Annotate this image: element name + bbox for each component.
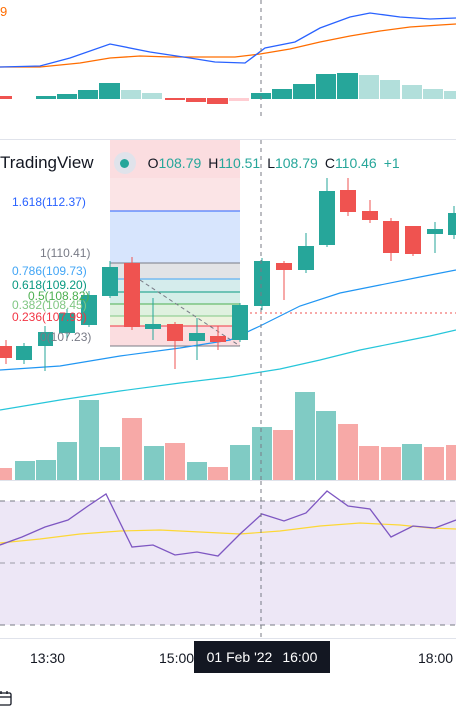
crosshair-time-label: 01 Feb '22 16:00 xyxy=(194,641,330,673)
time-axis[interactable] xyxy=(0,638,456,675)
price-chart xyxy=(0,140,456,480)
fib-level-label: 0.618(109.20) xyxy=(12,278,87,292)
rsi-plot xyxy=(0,481,456,637)
rsi-pane[interactable] xyxy=(0,481,456,637)
high-label: H xyxy=(208,155,219,171)
time-label: 13:30 xyxy=(30,650,66,666)
open-label: O xyxy=(147,155,159,171)
pane-separator[interactable] xyxy=(0,480,456,481)
fib-level-label: 0(107.23) xyxy=(40,330,92,344)
moving-average-line xyxy=(0,269,456,371)
indicator-signal-line xyxy=(0,23,456,68)
fibonacci-retracement[interactable] xyxy=(110,140,241,347)
top-indicator-plot xyxy=(0,0,456,118)
crosshair-date: 01 Feb '22 xyxy=(206,649,273,665)
fib-level-label: 0.382(108.45) xyxy=(12,298,87,312)
crosshair-time: 16:00 xyxy=(282,649,318,665)
calendar-icon[interactable] xyxy=(0,690,12,706)
volume-bars xyxy=(0,392,456,480)
low-label: L xyxy=(267,155,275,171)
symbol-legend: TradingView O 108.79 H 110.51 L 108.79 C… xyxy=(0,149,407,177)
fib-level-label: 1(110.41) xyxy=(40,246,91,260)
main-chart-pane[interactable]: TradingView O 108.79 H 110.51 L 108.79 C… xyxy=(0,140,456,480)
indicator-main-line xyxy=(0,12,456,68)
fib-level-label: 0.786(109.73) xyxy=(12,264,87,278)
high-value: 110.51 xyxy=(218,155,261,171)
market-status-icon[interactable] xyxy=(113,152,136,174)
rsi-line xyxy=(0,490,456,557)
moving-average-line-2 xyxy=(0,329,456,411)
fib-level-label: 0.5(108.82) xyxy=(28,289,90,303)
close-value: 110.46 xyxy=(334,155,377,171)
candlesticks xyxy=(0,178,456,371)
pane-separator[interactable] xyxy=(0,139,456,140)
top-indicator-pane[interactable]: 9 xyxy=(0,0,456,118)
close-label: C xyxy=(324,155,335,171)
time-label: 18:00 xyxy=(418,650,454,666)
brand-watermark: TradingView xyxy=(0,153,94,172)
time-label: 15:00 xyxy=(159,650,195,666)
indicator-histogram xyxy=(0,73,456,104)
fib-level-label: 1.618(112.37) xyxy=(12,195,86,209)
open-value: 108.79 xyxy=(158,155,202,171)
change-value: +1 xyxy=(383,155,400,171)
indicator-value: 9 xyxy=(0,4,8,19)
fib-level-label: 0.236(107.99) xyxy=(12,310,87,324)
low-value: 108.79 xyxy=(274,155,318,171)
